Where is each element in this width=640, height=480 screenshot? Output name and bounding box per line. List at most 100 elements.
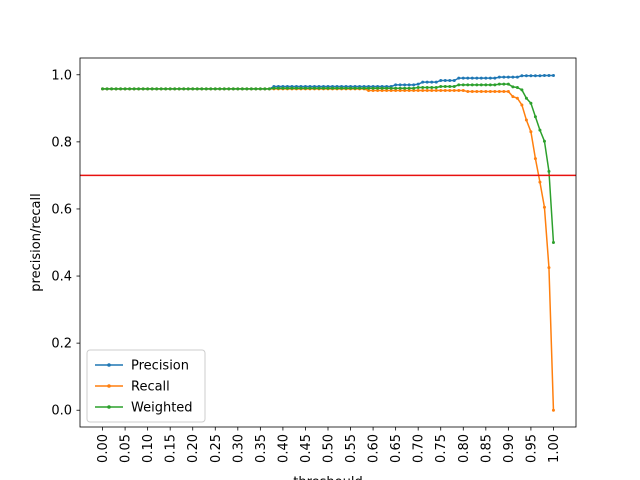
data-point bbox=[146, 87, 150, 91]
data-point bbox=[358, 86, 362, 90]
data-point bbox=[542, 205, 546, 209]
data-point bbox=[452, 78, 456, 82]
data-point bbox=[529, 101, 533, 105]
x-tick-label: 0.45 bbox=[299, 434, 314, 463]
x-tick-label: 0.55 bbox=[344, 434, 359, 463]
x-tick-label: 0.15 bbox=[164, 434, 179, 463]
data-point bbox=[412, 89, 416, 93]
data-point bbox=[236, 87, 240, 91]
data-point bbox=[439, 85, 443, 89]
x-tick-label: 0.20 bbox=[186, 434, 201, 463]
data-point bbox=[457, 83, 461, 87]
data-point bbox=[137, 87, 141, 91]
data-point bbox=[461, 76, 465, 80]
data-point bbox=[272, 86, 276, 90]
data-point bbox=[502, 82, 506, 86]
data-point bbox=[425, 86, 429, 90]
data-point bbox=[551, 408, 555, 412]
data-point bbox=[403, 86, 407, 90]
y-tick-label: 0.2 bbox=[51, 337, 72, 352]
y-tick-label: 0.0 bbox=[51, 404, 72, 419]
legend-marker-recall bbox=[107, 384, 111, 388]
data-point bbox=[200, 87, 204, 91]
x-tick-label: 0.90 bbox=[502, 434, 517, 463]
data-point bbox=[376, 89, 380, 93]
data-point bbox=[484, 76, 488, 80]
data-point bbox=[349, 86, 353, 90]
y-tick-label: 0.8 bbox=[51, 135, 72, 150]
data-point bbox=[529, 130, 533, 134]
data-point bbox=[515, 86, 519, 90]
y-axis-label: precision/recall bbox=[29, 193, 44, 291]
data-point bbox=[101, 87, 105, 91]
data-point bbox=[281, 86, 285, 90]
x-tick-label: 0.70 bbox=[412, 434, 427, 463]
data-point bbox=[371, 89, 375, 93]
x-tick-label: 0.35 bbox=[254, 434, 269, 463]
data-point bbox=[511, 75, 515, 79]
data-point bbox=[443, 89, 447, 93]
data-point bbox=[533, 115, 537, 119]
data-point bbox=[493, 83, 497, 87]
data-point bbox=[398, 89, 402, 93]
data-point bbox=[493, 76, 497, 80]
data-point bbox=[231, 87, 235, 91]
data-point bbox=[448, 78, 452, 82]
data-point bbox=[195, 87, 199, 91]
data-point bbox=[110, 87, 114, 91]
legend-marker-weighted bbox=[107, 405, 111, 409]
data-point bbox=[416, 89, 420, 93]
data-point bbox=[470, 83, 474, 87]
data-point bbox=[497, 75, 501, 79]
data-point bbox=[173, 87, 177, 91]
data-point bbox=[497, 90, 501, 94]
data-point bbox=[398, 86, 402, 90]
data-point bbox=[407, 83, 411, 87]
legend-marker-precision bbox=[107, 363, 111, 367]
data-point bbox=[430, 86, 434, 90]
data-point bbox=[371, 86, 375, 90]
data-point bbox=[551, 241, 555, 244]
data-point bbox=[547, 73, 551, 77]
data-point bbox=[394, 86, 398, 90]
data-point bbox=[290, 86, 294, 90]
data-point bbox=[524, 118, 528, 122]
x-tick-label: 0.10 bbox=[141, 434, 156, 463]
data-point bbox=[367, 89, 371, 93]
data-point bbox=[529, 74, 533, 78]
data-point bbox=[222, 87, 226, 91]
data-point bbox=[425, 80, 429, 84]
data-point bbox=[439, 78, 443, 82]
y-tick-label: 1.0 bbox=[51, 68, 72, 83]
data-point bbox=[168, 87, 172, 91]
data-point bbox=[461, 83, 465, 87]
data-point bbox=[470, 90, 474, 94]
data-point bbox=[479, 83, 483, 87]
data-point bbox=[520, 103, 524, 107]
data-point bbox=[466, 76, 470, 80]
data-point bbox=[209, 87, 213, 91]
data-point bbox=[353, 86, 357, 90]
data-point bbox=[520, 88, 524, 92]
data-point bbox=[421, 80, 425, 84]
data-point bbox=[394, 89, 398, 93]
data-point bbox=[191, 87, 195, 91]
data-point bbox=[267, 87, 271, 91]
data-point bbox=[502, 90, 506, 94]
data-point bbox=[466, 83, 470, 87]
data-point bbox=[317, 86, 321, 90]
data-point bbox=[312, 86, 316, 90]
data-point bbox=[407, 89, 411, 93]
data-point bbox=[114, 87, 118, 91]
x-tick-label: 0.50 bbox=[322, 434, 337, 463]
data-point bbox=[177, 87, 181, 91]
data-point bbox=[475, 90, 479, 94]
data-point bbox=[515, 96, 519, 100]
data-point bbox=[488, 83, 492, 87]
x-tick-label: 0.95 bbox=[524, 434, 539, 463]
data-point bbox=[493, 90, 497, 94]
x-tick-label: 0.80 bbox=[457, 434, 472, 463]
legend-label-recall: Recall bbox=[131, 380, 170, 395]
data-point bbox=[294, 86, 298, 90]
legend-box bbox=[86, 349, 206, 423]
